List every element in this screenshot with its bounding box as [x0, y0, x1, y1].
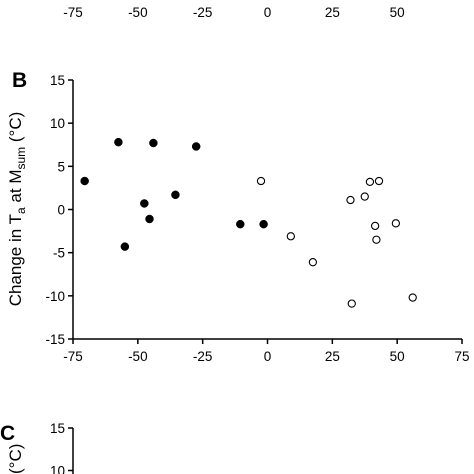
data-point-filled [114, 137, 123, 147]
data-point-filled [191, 142, 201, 151]
panel-b-x-ticks: -75 -50 -25 0 25 50 75 [63, 339, 470, 364]
top-x-tick-label: -50 [128, 5, 148, 20]
data-point-filled [145, 214, 154, 224]
c-y-tick-label: 15 [50, 421, 65, 436]
data-point-open [360, 192, 369, 201]
data-point-filled [140, 199, 149, 208]
y-tick-label: 10 [50, 116, 65, 131]
ylabel-sub-a: a [14, 207, 28, 214]
panel-b-label: B [12, 69, 27, 92]
data-point-open [347, 299, 356, 308]
top-x-tick-label: -25 [193, 5, 213, 20]
data-point-filled [171, 190, 180, 200]
data-point-filled [149, 138, 158, 148]
x-tick-label: 0 [264, 349, 272, 364]
data-point-open [370, 221, 380, 231]
y-tick-label: 5 [57, 159, 65, 174]
y-tick-label: 0 [57, 203, 65, 218]
data-point-open [372, 235, 381, 244]
x-tick-label: 75 [454, 349, 469, 364]
x-tick-label: -50 [128, 349, 148, 364]
data-point-filled [120, 242, 130, 251]
panel-b-y-ticks: 15 10 5 0 -5 -10 -15 [45, 73, 73, 347]
y-tick-label: -10 [45, 289, 65, 304]
data-point-open [346, 195, 355, 205]
data-point-open [308, 258, 318, 267]
top-x-tick-label: -75 [63, 5, 83, 20]
data-point-filled [236, 219, 245, 229]
data-point-open [286, 232, 295, 241]
ylabel-sub-sum: sum [14, 147, 28, 170]
c-y-tick-label: 10 [50, 464, 65, 474]
y-tick-label: -5 [53, 246, 65, 261]
x-tick-label: 25 [325, 349, 340, 364]
x-tick-label: -75 [63, 349, 83, 364]
y-tick-label: 15 [50, 73, 65, 88]
x-tick-label: 50 [390, 349, 405, 364]
ylabel-prefix: Change in T [6, 214, 25, 306]
data-point-open [391, 219, 401, 228]
x-tick-label: -25 [193, 349, 213, 364]
data-point-open [365, 177, 375, 187]
y-tick-label: -15 [45, 332, 65, 347]
top-strip-x-axis: -75 -50 -25 0 25 50 [63, 5, 404, 20]
panel-c-label: C [0, 422, 15, 445]
panel-b-data-points [80, 137, 417, 308]
panel-b-scatter: B Change in Ta at Msum (°C) 151050-5-10-… [6, 69, 470, 364]
top-x-tick-label: 50 [390, 5, 405, 20]
panel-c-y-axis-label: (°C) [6, 444, 25, 474]
top-x-tick-label: 25 [325, 5, 340, 20]
data-point-open [256, 176, 266, 186]
ylabel-middle: at M [6, 170, 25, 208]
panel-b-y-axis-label: Change in Ta at Msum (°C) [6, 112, 28, 307]
data-point-filled [80, 176, 89, 186]
data-point-filled [259, 219, 268, 229]
ylabel-suffix: (°C) [6, 112, 25, 147]
top-x-tick-label: 0 [264, 5, 272, 20]
data-point-open [408, 293, 417, 302]
data-point-open [374, 176, 384, 186]
